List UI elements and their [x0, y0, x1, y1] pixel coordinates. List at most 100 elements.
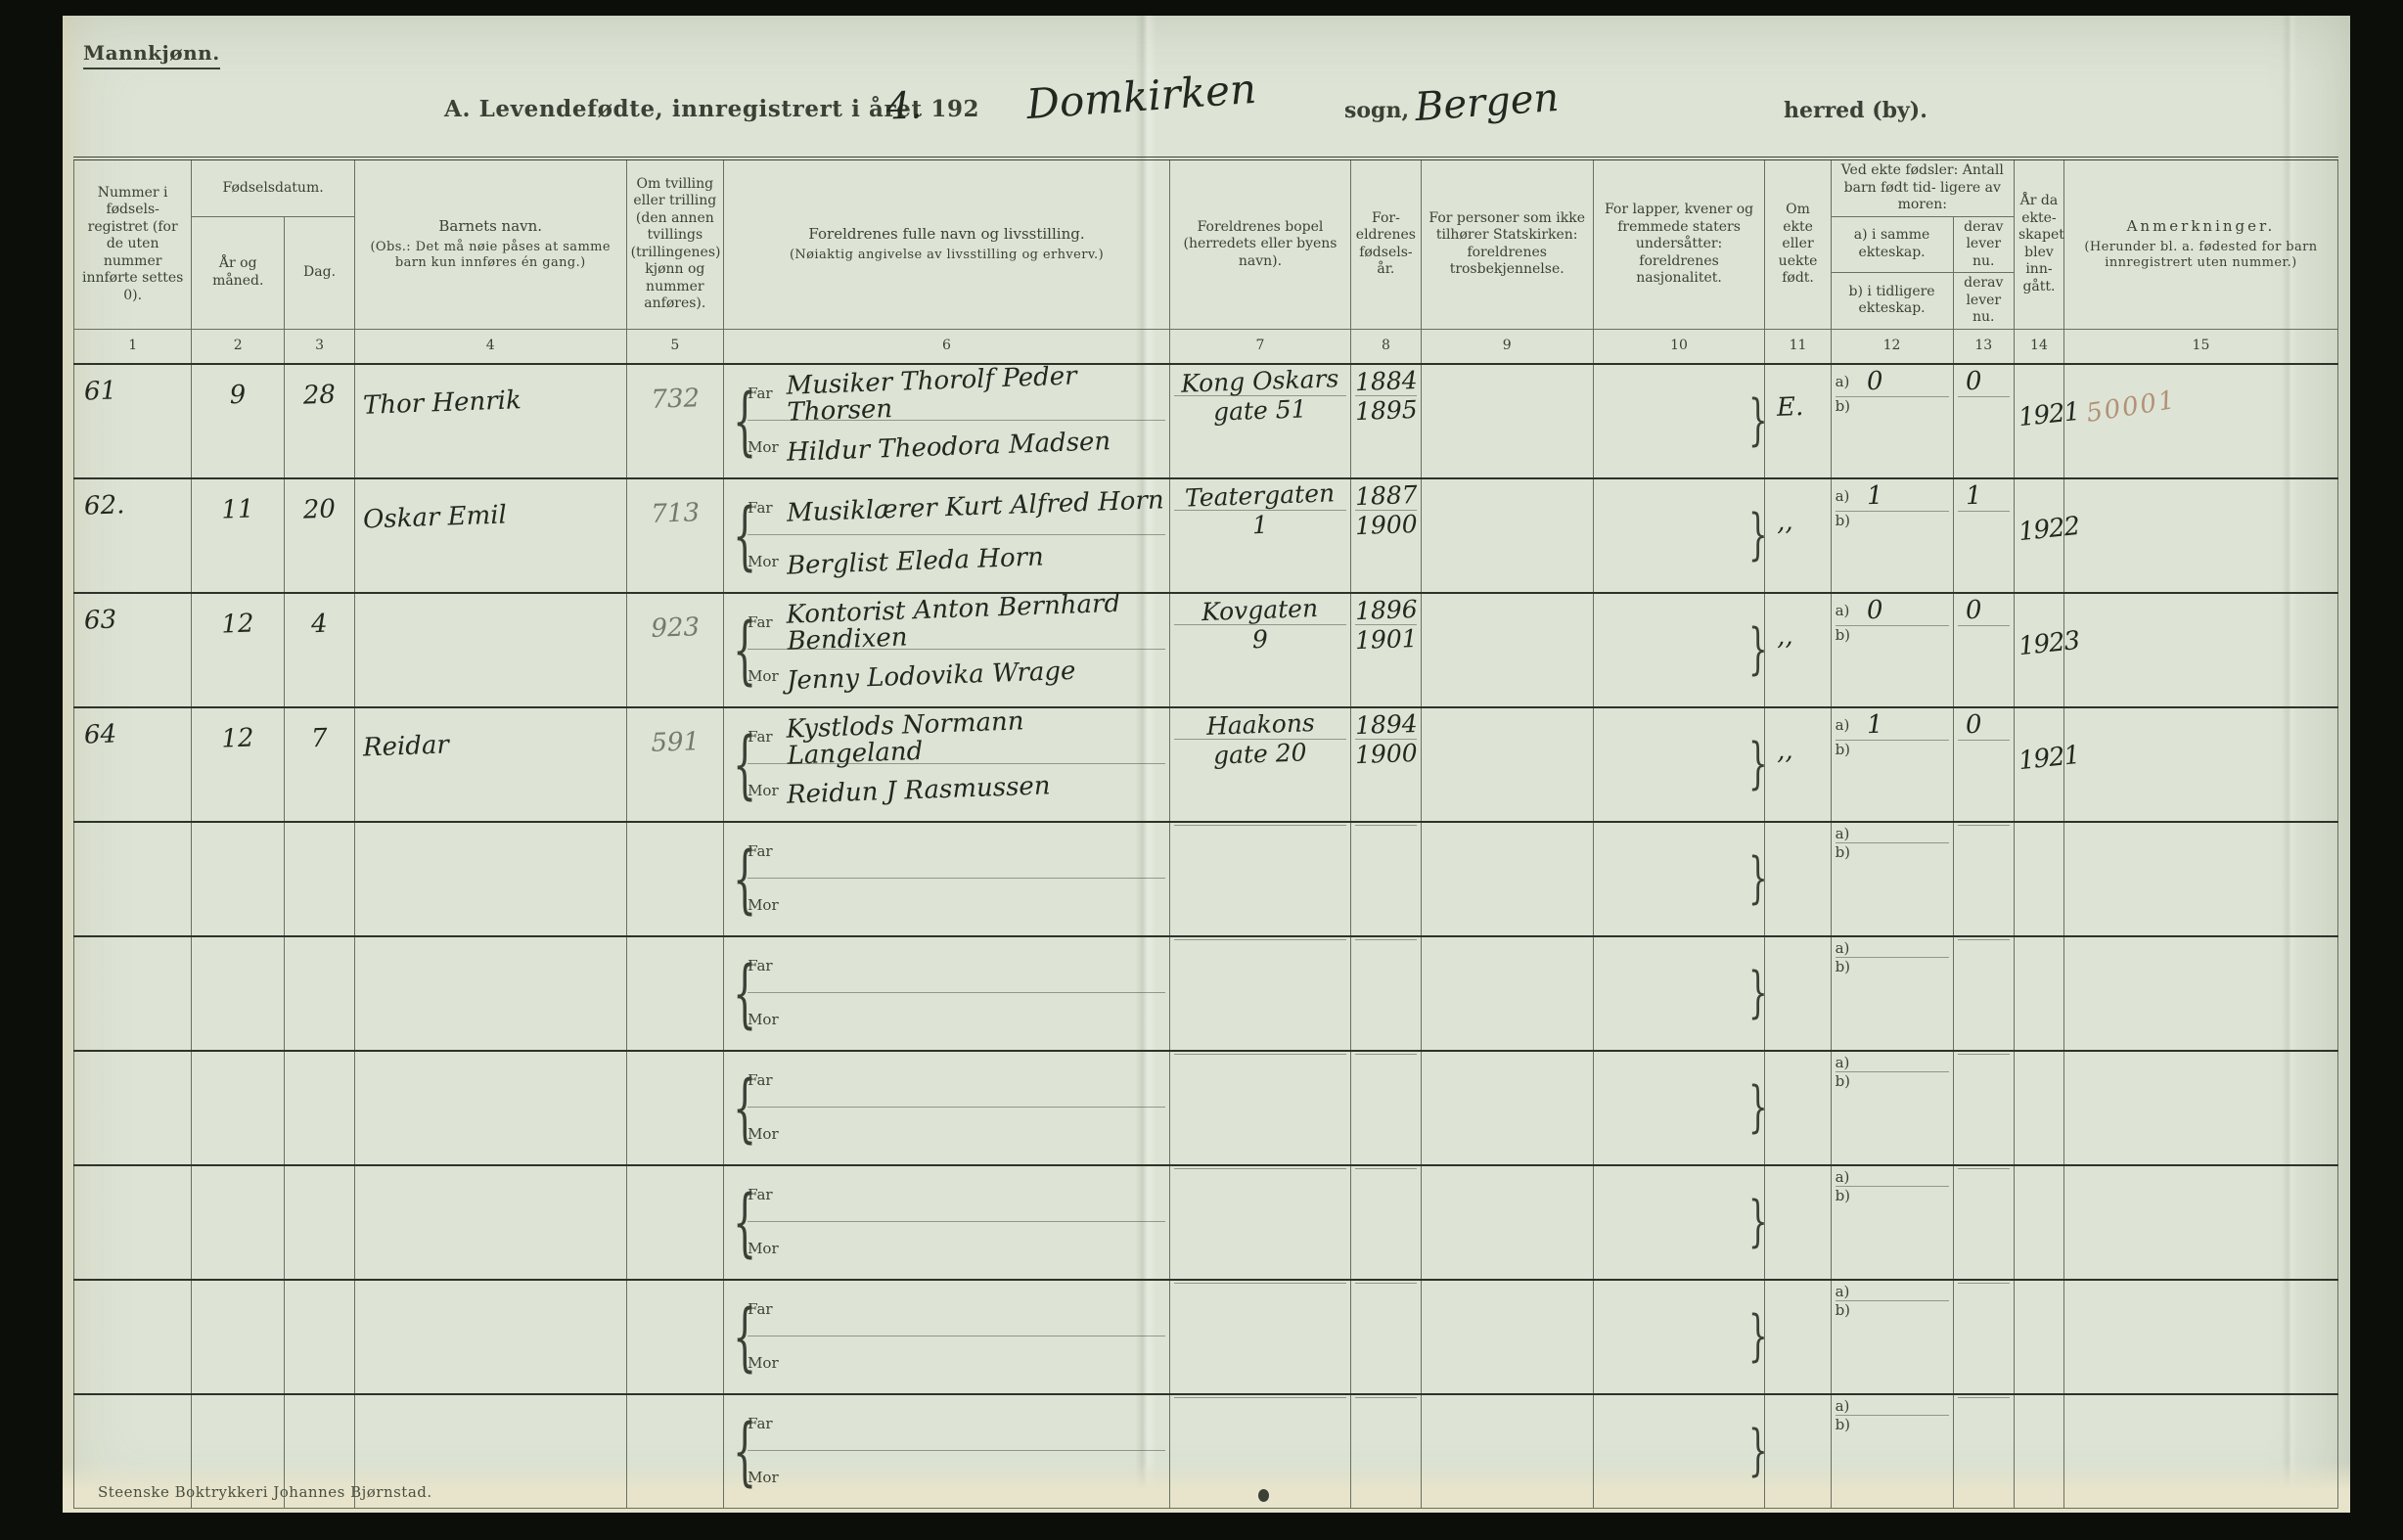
- mother-line: Mor: [748, 879, 1165, 932]
- father-birth-year: 1896: [1354, 594, 1418, 625]
- a-line: a) 1: [1835, 709, 1949, 741]
- cell-residence: [1168, 1049, 1352, 1165]
- table-row: 64 12 7 Reidar 591 { Far Kystlods Norman…: [72, 705, 2339, 822]
- cell-register-number: [72, 934, 193, 1051]
- header-remarks-main: Anmerkninger.: [2126, 217, 2276, 236]
- twin-number: [631, 1184, 719, 1187]
- father-line: Far: [748, 825, 1165, 879]
- column-number: 6: [723, 328, 1170, 364]
- cell-nationality: }: [1592, 362, 1767, 478]
- mother-name: Jenny Lodovika Wrage: [786, 656, 1077, 696]
- cell-parents-names: { Far Mor: [723, 934, 1170, 1051]
- cell-residence: [1168, 820, 1352, 936]
- father-birthyear-line: 1894: [1354, 708, 1418, 739]
- legitimate-mark: [1777, 849, 1826, 851]
- parents-block: { Far Musiker Thorolf Peder Thorsen Mor …: [728, 361, 1165, 475]
- cell-denomination: [1420, 476, 1594, 593]
- prior-children-block: a) b): [1835, 825, 1949, 861]
- legitimate-mark: E.: [1776, 391, 1805, 423]
- cell-twin-number: 923: [625, 591, 725, 707]
- birth-year-month: [196, 1065, 280, 1068]
- cell-marriage-year: [2014, 1278, 2064, 1394]
- cell-child-name: [353, 1278, 627, 1394]
- parents-sub: Far Mor: [748, 1283, 1165, 1390]
- cell-denomination: [1420, 591, 1594, 707]
- cell-remarks: [2063, 1392, 2339, 1509]
- residence-block: Kong Oskars gate 51: [1173, 364, 1347, 426]
- twin-number: 591: [650, 726, 701, 758]
- a-line: a): [1835, 1397, 1949, 1416]
- cell-residence: [1168, 1278, 1352, 1394]
- residence-line1: Kovgaten: [1201, 593, 1319, 626]
- cell-living-now: [1952, 820, 2016, 936]
- birthyears-block: 1896 1901: [1354, 594, 1418, 654]
- residence-line1: Teatergaten: [1184, 477, 1336, 513]
- residence-line1: Haakons: [1205, 707, 1315, 741]
- residence-block: [1173, 1396, 1347, 1398]
- herred-label: herred (by).: [1784, 98, 1927, 123]
- living-now-a-line: 1: [1957, 480, 2010, 512]
- parents-sub: Far Mor: [748, 1054, 1165, 1161]
- cell-parents-names: { Far Mor: [723, 1278, 1170, 1394]
- a-line: a) 0: [1835, 595, 1949, 626]
- cell-nationality: }: [1592, 1049, 1767, 1165]
- a-label: a): [1835, 486, 1850, 505]
- header-nationality: For lapper, kvener og fremmede staters u…: [1592, 157, 1766, 330]
- cell-register-number: [72, 1392, 193, 1509]
- cell-twin-number: [625, 934, 725, 1051]
- mother-line: Mor Jenny Lodovika Wrage: [748, 650, 1165, 702]
- a-line: a): [1835, 1168, 1949, 1187]
- father-label: Far: [748, 1299, 773, 1318]
- residence-bottom: gate 20: [1174, 738, 1346, 769]
- cell-birth-day: 7: [284, 705, 355, 822]
- cell-denomination: [1420, 1049, 1594, 1165]
- mother-label: Mor: [748, 553, 779, 571]
- cell-child-name: [353, 1163, 627, 1280]
- living-now-a-line: [1957, 1053, 2010, 1055]
- cell-birth-day: [284, 1278, 355, 1394]
- living-now-a-line: 0: [1957, 595, 2010, 626]
- birthyears-block: [1355, 1167, 1417, 1169]
- cell-parents-names: { Far Musiker Thorolf Peder Thorsen Mor …: [723, 361, 1170, 478]
- father-line: Far: [748, 1397, 1165, 1451]
- cell-marriage-year: 1923: [2014, 591, 2081, 707]
- close-brace: }: [1747, 732, 1768, 796]
- living-now-a-line: [1957, 1396, 2010, 1398]
- open-brace: {: [733, 1406, 757, 1494]
- cell-prior-children: a) 0 b): [1830, 362, 1954, 478]
- birth-day: 4: [310, 609, 329, 639]
- father-name: Kontorist Anton Bernhard Bendixen: [786, 588, 1121, 657]
- legitimate-mark: ,,: [1776, 506, 1794, 537]
- cell-living-now: 1: [1952, 476, 2016, 593]
- header-child-name: Barnets navn. (Obs.: Det må nøie påses a…: [353, 157, 627, 330]
- cell-denomination: [1420, 362, 1594, 478]
- b-line: b): [1836, 1187, 1949, 1204]
- mother-label: Mor: [748, 438, 779, 457]
- cell-birth-month: [191, 1278, 286, 1394]
- header-parents-names-main: Foreldrenes fulle navn og livsstilling.: [808, 225, 1085, 244]
- b-line: b): [1836, 843, 1949, 861]
- cell-child-name: Reidar: [353, 705, 627, 822]
- header-living-now-b: derav lever nu.: [1952, 272, 2016, 330]
- mother-line: Mor: [748, 993, 1165, 1047]
- close-brace: }: [1747, 1419, 1768, 1483]
- birthyears-block: 1887 1900: [1354, 479, 1418, 539]
- cell-birth-month: [191, 934, 286, 1051]
- father-birthyear-line: [1355, 1053, 1417, 1055]
- table-row: { Far Mor: [72, 1392, 2339, 1509]
- cell-legitimate: ,,: [1764, 705, 1832, 822]
- mother-birthyear-line: 1895: [1354, 394, 1418, 425]
- a-line: a) 0: [1835, 366, 1949, 397]
- cell-marriage-year: [2014, 1049, 2064, 1165]
- parents-block: { Far Mor: [728, 825, 1165, 932]
- handwritten-district: Bergen: [1413, 74, 1561, 131]
- cell-twin-number: [625, 1278, 725, 1394]
- mother-label: Mor: [748, 782, 779, 800]
- mother-line: Mor: [748, 1336, 1165, 1390]
- cell-birth-month: 9: [191, 362, 286, 478]
- column-number: 9: [1420, 328, 1594, 364]
- a-label: a): [1835, 715, 1850, 734]
- father-birthyear-line: [1355, 938, 1417, 940]
- cell-child-name: [353, 820, 627, 936]
